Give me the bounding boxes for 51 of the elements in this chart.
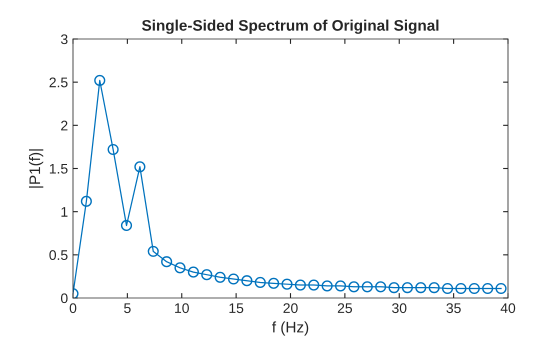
point: [254, 276, 266, 288]
point: [148, 246, 159, 257]
point: [455, 282, 466, 294]
y-tick-label: 1: [61, 207, 68, 217]
point: [188, 266, 199, 278]
y-tick-label: 2: [61, 120, 68, 130]
point: [201, 269, 212, 280]
point: [80, 196, 92, 207]
point: [322, 280, 333, 292]
point: [375, 281, 386, 292]
x-tick-label: 20: [283, 303, 298, 314]
point: [241, 275, 252, 286]
point: [174, 262, 186, 274]
y-tick-label: 0.5: [49, 250, 68, 260]
point: [468, 282, 480, 294]
y-axis-title: |P1(f)|: [28, 149, 44, 188]
point: [402, 282, 413, 294]
point: [308, 279, 320, 291]
point: [134, 161, 146, 172]
point: [362, 281, 373, 292]
point: [228, 273, 240, 285]
x-tick-label: 15: [229, 303, 244, 314]
x-tick-label: 10: [175, 303, 189, 314]
point: [482, 282, 494, 294]
point: [415, 282, 426, 294]
point: [161, 256, 172, 268]
y-tick-label: 3: [60, 34, 68, 44]
y-tick-label: 2.5: [50, 78, 68, 88]
x-tick-label: 25: [338, 303, 352, 314]
point: [294, 279, 306, 291]
point: [428, 282, 440, 294]
point: [108, 144, 119, 156]
point: [388, 282, 400, 294]
x-tick-label: 40: [500, 303, 516, 314]
x-tick-label: 5: [124, 303, 131, 314]
y-tick-label: 0: [60, 293, 68, 304]
point: [268, 278, 280, 289]
point: [442, 282, 454, 294]
point: [281, 278, 293, 290]
chart-title: Single-Sided Spectrum of Original Signal: [142, 20, 438, 34]
x-tick-label: 30: [392, 303, 406, 314]
point: [334, 280, 346, 292]
point: [348, 281, 360, 292]
x-axis-title: f (Hz): [272, 321, 308, 336]
point: [120, 220, 132, 232]
x-tick-label: 35: [446, 303, 461, 314]
y-tick-label: 1.5: [50, 164, 68, 174]
point: [495, 282, 507, 294]
point: [94, 74, 106, 86]
point: [214, 272, 226, 283]
x-tick-label: 0: [70, 303, 76, 314]
